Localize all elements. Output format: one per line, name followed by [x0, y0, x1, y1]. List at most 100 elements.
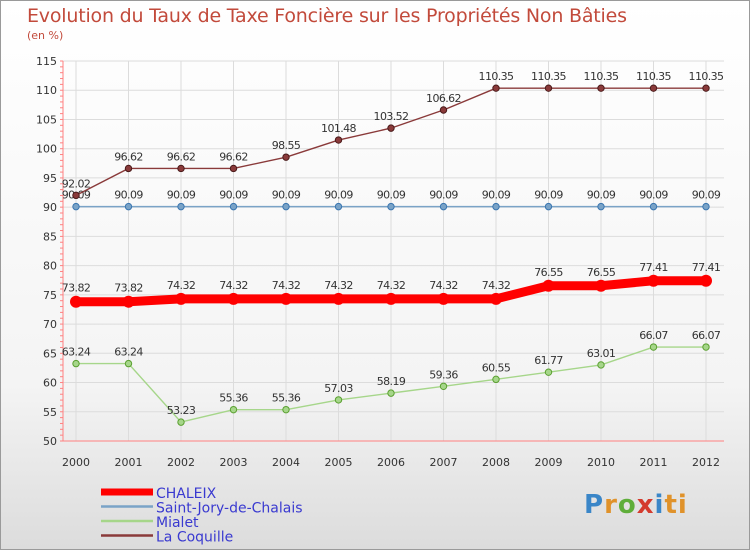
y-tick-label: 90 — [43, 201, 57, 214]
data-label: 74.32 — [324, 279, 353, 292]
data-label: 90.09 — [587, 189, 616, 202]
y-tick-label: 60 — [43, 377, 57, 390]
data-label: 59.36 — [429, 368, 458, 381]
data-label: 55.36 — [219, 392, 248, 405]
x-tick-label: 2001 — [115, 456, 143, 469]
y-tick-label: 50 — [43, 435, 57, 448]
data-point — [649, 343, 658, 351]
y-tick-label: 65 — [43, 347, 57, 360]
data-point — [595, 279, 607, 292]
y-tick-label: 100 — [36, 143, 57, 156]
legend-label: Mialet — [156, 515, 199, 531]
y-tick-label: 70 — [43, 318, 57, 331]
chart-title: Evolution du Taux de Taxe Foncière sur l… — [27, 5, 627, 27]
proxiti-logo: Proxiti — [584, 490, 688, 520]
data-label: 90.09 — [639, 189, 668, 202]
data-label: 90.09 — [692, 189, 721, 202]
data-label: 90.09 — [429, 189, 458, 202]
data-point — [492, 375, 500, 384]
data-label: 61.77 — [534, 354, 563, 367]
data-point — [649, 202, 658, 211]
data-label: 103.52 — [374, 110, 409, 123]
data-label: 110.35 — [689, 70, 724, 83]
data-point — [72, 191, 80, 200]
x-tick-label: 2008 — [482, 456, 510, 469]
data-point — [229, 405, 238, 414]
legend-label: Saint-Jory-de-Chalais — [156, 501, 303, 517]
data-point — [437, 292, 450, 305]
data-point — [280, 292, 292, 305]
data-point — [177, 164, 185, 173]
data-point — [439, 202, 448, 211]
data-point — [700, 274, 712, 287]
data-label: 73.82 — [114, 282, 143, 295]
data-label: 66.07 — [692, 329, 721, 342]
y-tick-label: 105 — [36, 113, 57, 126]
data-point — [597, 202, 605, 211]
y-axis-unit: (en %) — [27, 29, 64, 42]
data-label: 106.62 — [426, 92, 461, 105]
data-point — [387, 389, 395, 397]
data-label: 63.24 — [114, 346, 143, 359]
data-point — [492, 84, 500, 92]
data-point — [702, 343, 710, 351]
data-point — [597, 84, 605, 92]
data-point — [702, 202, 710, 211]
data-point — [72, 202, 80, 211]
x-tick-label: 2012 — [692, 456, 720, 469]
data-point — [177, 418, 185, 426]
data-label: 73.82 — [62, 282, 91, 295]
data-label: 74.32 — [167, 279, 196, 292]
data-label: 55.36 — [272, 392, 301, 405]
data-point — [439, 382, 448, 390]
data-label: 110.35 — [636, 70, 671, 83]
data-point — [124, 164, 133, 173]
y-tick-label: 110 — [36, 84, 57, 97]
data-point — [544, 84, 553, 92]
data-point — [227, 292, 240, 305]
data-label: 74.32 — [429, 279, 458, 292]
x-tick-label: 2004 — [272, 456, 300, 469]
data-label: 90.09 — [219, 189, 248, 202]
data-label: 90.09 — [114, 189, 143, 202]
data-label: 58.19 — [377, 375, 406, 388]
data-point — [282, 202, 290, 211]
data-label: 63.01 — [587, 347, 616, 360]
data-point — [334, 202, 343, 211]
y-tick-label: 55 — [43, 406, 57, 419]
data-point — [229, 202, 238, 211]
data-label: 74.32 — [482, 279, 511, 292]
data-point — [544, 368, 553, 376]
y-tick-label: 95 — [43, 172, 57, 185]
data-label: 77.41 — [639, 261, 668, 274]
data-label: 74.32 — [377, 279, 406, 292]
x-tick-label: 2007 — [430, 456, 458, 469]
y-tick-label: 75 — [43, 289, 57, 302]
data-label: 101.48 — [321, 122, 356, 135]
data-label: 66.07 — [639, 329, 668, 342]
data-label: 90.09 — [377, 189, 406, 202]
data-point — [229, 164, 238, 173]
data-point — [70, 295, 82, 308]
data-label: 92.02 — [62, 177, 91, 190]
data-point — [72, 359, 80, 368]
x-tick-label: 2003 — [220, 456, 248, 469]
data-point — [334, 396, 343, 404]
data-point — [649, 84, 658, 92]
x-tick-label: 2006 — [377, 456, 405, 469]
data-label: 90.09 — [272, 189, 301, 202]
data-label: 76.55 — [587, 266, 616, 279]
y-tick-label: 80 — [43, 260, 57, 273]
data-point — [597, 361, 605, 369]
x-tick-label: 2002 — [167, 456, 195, 469]
legend-label: CHALEIX — [156, 486, 217, 502]
data-label: 90.09 — [324, 189, 353, 202]
data-point — [177, 202, 185, 211]
legend-label: La Coquille — [156, 530, 233, 546]
data-point — [122, 295, 135, 308]
data-label: 96.62 — [219, 150, 248, 163]
data-point — [332, 292, 345, 305]
data-point — [439, 106, 448, 114]
data-label: 90.09 — [167, 189, 196, 202]
